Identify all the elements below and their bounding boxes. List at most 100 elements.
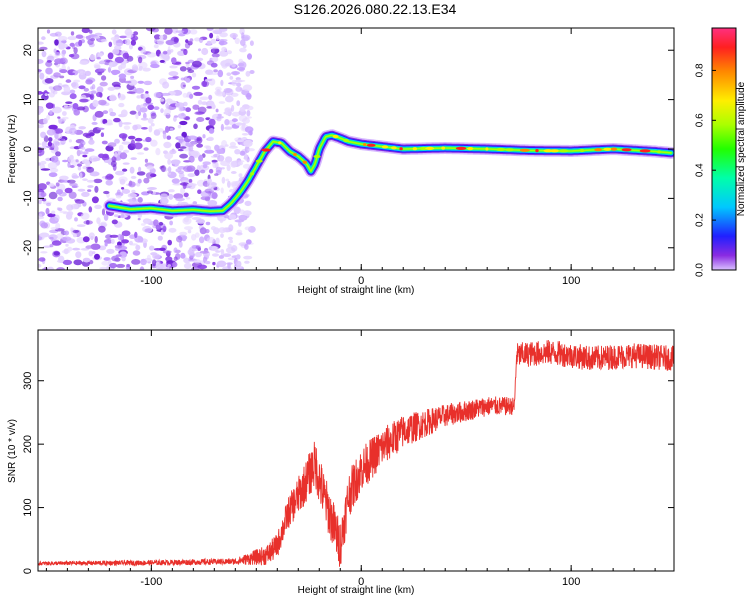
snr-ytick-label: 0 xyxy=(22,568,34,574)
noise-speckle xyxy=(72,247,80,251)
noise-speckle xyxy=(202,164,208,169)
noise-speckle xyxy=(82,132,90,137)
noise-speckle xyxy=(210,38,217,44)
noise-speckle xyxy=(249,40,254,46)
ridge-hotspot xyxy=(579,148,585,153)
noise-speckle xyxy=(47,266,54,270)
noise-speckle xyxy=(38,124,44,129)
noise-speckle xyxy=(77,163,82,167)
noise-speckle xyxy=(94,253,100,260)
noise-speckle xyxy=(150,112,157,119)
noise-speckle xyxy=(67,36,77,41)
noise-speckle xyxy=(159,35,164,40)
noise-speckle xyxy=(138,61,148,69)
noise-speckle xyxy=(97,72,103,76)
noise-speckle xyxy=(194,111,204,116)
noise-speckle xyxy=(175,30,185,33)
noise-speckle xyxy=(239,47,247,53)
ridge-hotspot xyxy=(332,134,339,139)
noise-speckle xyxy=(212,253,219,257)
noise-speckle xyxy=(41,141,47,148)
noise-speckle xyxy=(133,31,139,36)
noise-speckle xyxy=(157,235,163,241)
noise-speckle xyxy=(227,243,232,249)
noise-speckle xyxy=(63,248,69,255)
noise-speckle xyxy=(146,254,151,261)
noise-speckle xyxy=(127,79,138,86)
noise-speckle xyxy=(168,193,174,200)
noise-speckle xyxy=(199,169,206,174)
snr-y-label: SNR (10 * v/v) xyxy=(7,419,18,483)
noise-speckle xyxy=(51,210,56,215)
noise-speckle xyxy=(40,168,51,171)
noise-speckle xyxy=(58,42,65,50)
noise-speckle xyxy=(191,85,201,90)
noise-speckle xyxy=(235,260,242,268)
snr-plot-area xyxy=(38,330,674,571)
colorbar-gradient xyxy=(711,27,737,271)
noise-speckle xyxy=(135,112,139,120)
noise-speckle xyxy=(218,40,228,46)
noise-speckle xyxy=(109,111,117,117)
ridge-band-5 xyxy=(108,134,672,212)
noise-speckle xyxy=(236,82,242,87)
noise-speckle xyxy=(66,204,74,211)
noise-speckle xyxy=(38,183,47,191)
noise-speckle xyxy=(247,148,255,152)
noise-speckle xyxy=(196,138,201,142)
noise-speckle xyxy=(184,226,193,231)
noise-speckle xyxy=(176,235,183,243)
noise-speckle xyxy=(243,139,253,147)
noise-speckle xyxy=(78,85,86,90)
snr-ytick-label: 300 xyxy=(22,372,34,390)
ridge-hotspot xyxy=(558,149,569,153)
noise-speckle xyxy=(119,152,128,160)
noise-speckle xyxy=(118,102,125,108)
noise-speckle xyxy=(175,102,185,108)
ridge-hotspot xyxy=(657,150,661,154)
noise-speckle xyxy=(48,137,53,142)
noise-speckle xyxy=(239,150,246,156)
noise-speckle xyxy=(89,171,100,177)
noise-speckle xyxy=(92,99,99,107)
noise-speckle xyxy=(105,179,113,186)
noise-speckle xyxy=(194,232,200,238)
noise-speckle xyxy=(98,153,105,159)
noise-speckle xyxy=(228,145,238,149)
noise-speckle xyxy=(57,137,65,141)
noise-speckle xyxy=(183,165,193,173)
noise-speckle xyxy=(199,227,207,235)
noise-speckle xyxy=(129,243,138,246)
noise-speckle xyxy=(40,160,47,165)
noise-speckle xyxy=(130,157,137,161)
noise-speckle xyxy=(38,216,45,220)
noise-speckle xyxy=(187,135,198,140)
noise-speckle xyxy=(165,266,170,270)
noise-speckle xyxy=(242,210,252,216)
noise-speckle xyxy=(225,62,231,67)
noise-speckle xyxy=(141,127,148,130)
noise-speckle xyxy=(142,67,151,72)
noise-speckle xyxy=(111,219,118,225)
noise-speckle xyxy=(45,207,50,215)
noise-speckle xyxy=(123,149,130,153)
noise-speckle xyxy=(44,93,48,96)
noise-speckle xyxy=(97,38,101,43)
noise-speckle xyxy=(45,67,53,75)
noise-speckle xyxy=(114,152,118,158)
noise-speckle xyxy=(224,126,233,130)
noise-speckle xyxy=(80,147,86,150)
noise-speckle xyxy=(88,206,93,213)
noise-speckle xyxy=(49,32,59,37)
noise-speckle xyxy=(122,52,130,59)
snr-frame xyxy=(37,329,675,572)
noise-speckle xyxy=(211,56,219,62)
colorbar-ticks: 0.0 0.2 0.4 0.6 0.8 xyxy=(695,63,716,277)
noise-speckle xyxy=(60,118,66,122)
noise-speckle xyxy=(142,218,151,224)
noise-speckle xyxy=(229,32,238,39)
noise-speckle xyxy=(212,227,220,235)
noise-speckle xyxy=(88,139,95,145)
noise-speckle xyxy=(160,92,171,96)
noise-speckle xyxy=(231,79,237,87)
